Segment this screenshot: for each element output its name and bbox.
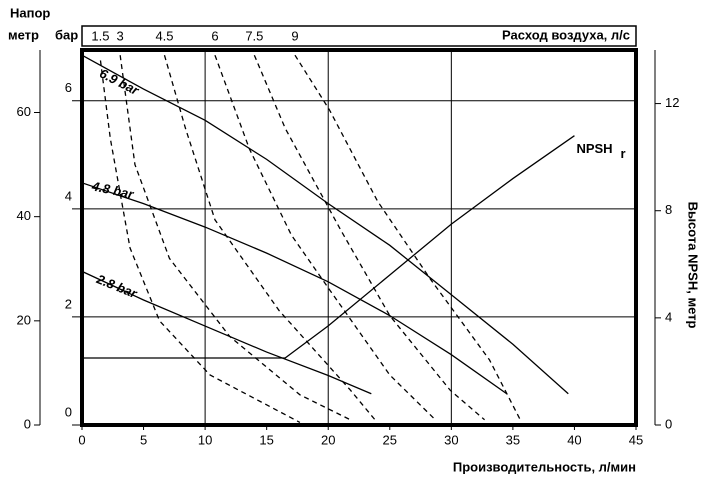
y2-tick-label: 12 bbox=[665, 95, 679, 110]
chart-title: Напор bbox=[10, 5, 50, 20]
air-label: 6 bbox=[211, 28, 218, 43]
x-tick-label: 35 bbox=[506, 432, 520, 447]
x-tick-label: 0 bbox=[78, 432, 85, 447]
y-tick-label: 60 bbox=[17, 104, 31, 119]
head-curve bbox=[82, 135, 575, 359]
x-tick-label: 20 bbox=[321, 432, 335, 447]
air-curve bbox=[253, 54, 485, 421]
x-tick-label: 30 bbox=[444, 432, 458, 447]
head-curve bbox=[81, 182, 508, 395]
air-label: 7.5 bbox=[245, 28, 263, 43]
y-tick-label: 20 bbox=[17, 312, 31, 327]
x-label: Производительность, л/мин bbox=[453, 459, 636, 474]
y2-label: Высота NPSH, метр bbox=[686, 202, 701, 329]
x-tick-label: 40 bbox=[567, 432, 581, 447]
air-curve bbox=[214, 54, 436, 421]
y-tick-label: 40 bbox=[17, 208, 31, 223]
y-bar-tick-label: 4 bbox=[65, 188, 72, 203]
top-label: Расход воздуха, л/с bbox=[502, 27, 630, 42]
y2-tick-label: 8 bbox=[665, 202, 672, 217]
air-curve bbox=[294, 54, 521, 421]
npsh-label: NPSH bbox=[576, 141, 612, 156]
x-tick-label: 5 bbox=[140, 432, 147, 447]
air-label: 9 bbox=[291, 28, 298, 43]
air-label: 1.5 bbox=[91, 28, 109, 43]
air-curve bbox=[119, 55, 351, 421]
y-bar-tick-label: 6 bbox=[65, 80, 72, 95]
head-curve bbox=[81, 54, 569, 395]
x-tick-label: 25 bbox=[383, 432, 397, 447]
plot-frame bbox=[80, 48, 638, 427]
y2-tick-label: 4 bbox=[665, 309, 672, 324]
y-bar-label: бар bbox=[55, 27, 78, 42]
y-tick-label: 0 bbox=[24, 416, 31, 431]
air-label: 3 bbox=[117, 28, 124, 43]
head-curve bbox=[81, 270, 372, 395]
y-bar-tick-label: 0 bbox=[65, 404, 72, 419]
air-curve bbox=[163, 55, 376, 421]
head-label: 4.8 bar bbox=[90, 178, 136, 202]
x-tick-label: 45 bbox=[629, 432, 643, 447]
npsh-sub: r bbox=[620, 146, 625, 161]
x-tick-label: 10 bbox=[198, 432, 212, 447]
head-label: 2.8 bar bbox=[94, 271, 140, 301]
top-axis-box bbox=[81, 25, 637, 47]
x-tick-label: 15 bbox=[259, 432, 273, 447]
air-label: 4.5 bbox=[155, 28, 173, 43]
y-bar-tick-label: 2 bbox=[65, 296, 72, 311]
y2-tick-label: 0 bbox=[665, 416, 672, 431]
y-label: метр bbox=[8, 27, 39, 42]
air-curve bbox=[99, 60, 301, 423]
